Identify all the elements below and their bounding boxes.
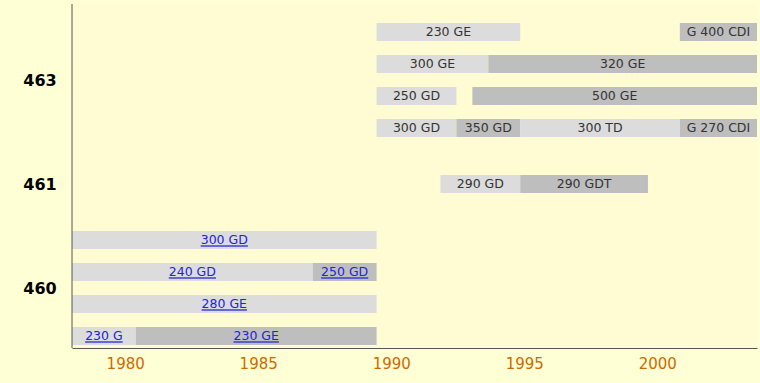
- plot-background: [72, 4, 757, 348]
- group-label: 461: [23, 175, 56, 194]
- bar-link[interactable]: 230 G: [85, 328, 123, 343]
- bar: [680, 119, 757, 137]
- bar: [488, 55, 757, 73]
- bars: [72, 23, 757, 345]
- bar-link[interactable]: 300 GD: [201, 232, 248, 247]
- bar-label: 290 GDT: [557, 176, 612, 191]
- tick: 1985: [240, 348, 278, 373]
- tick-label: 1995: [506, 355, 544, 373]
- bar-link[interactable]: 280 GE: [202, 296, 248, 311]
- bar-link[interactable]: 230 GE: [234, 328, 280, 343]
- bar: [136, 327, 377, 345]
- bar-label: 320 GE: [600, 56, 646, 71]
- chart: 463 230 GE G 400 CDI 300 GE 320 GE 250 GD 500 …: [0, 0, 760, 383]
- group-label: 463: [23, 71, 56, 90]
- bar-label: 230 GE: [426, 24, 472, 39]
- bar-label: 300 GD: [393, 120, 440, 135]
- bar: [456, 119, 520, 137]
- bar: [377, 23, 521, 41]
- bar-label: G 270 CDI: [687, 120, 751, 135]
- bar: [472, 87, 757, 105]
- bar-label: 300 TD: [578, 120, 623, 135]
- frame-left: [72, 4, 73, 348]
- labels: 463 230 GE G 400 CDI 300 GE 320 GE 250 GD 500 …: [23, 24, 750, 343]
- bar-label: 290 GD: [457, 176, 504, 191]
- tick: 1990: [373, 348, 411, 373]
- x-axis: 1980 1985 1990 1995 2000: [73, 348, 758, 373]
- bar-link[interactable]: 250 GD: [321, 264, 368, 279]
- bar-label: 300 GE: [410, 56, 456, 71]
- group-label: 460: [23, 279, 56, 298]
- bar: [72, 295, 377, 313]
- bar-label: 500 GE: [592, 88, 638, 103]
- bar-label: 350 GD: [465, 120, 512, 135]
- tick-label: 2000: [639, 355, 677, 373]
- bar: [72, 327, 136, 345]
- bar: [313, 263, 377, 281]
- tick: 1980: [107, 348, 145, 373]
- bar: [377, 87, 457, 105]
- bar: [680, 23, 757, 41]
- bar: [377, 55, 489, 73]
- tick-label: 1985: [240, 355, 278, 373]
- axis-line: [73, 348, 758, 349]
- bar: [72, 231, 377, 249]
- bar-label: G 400 CDI: [687, 24, 751, 39]
- bar: [440, 175, 520, 193]
- bar: [377, 119, 457, 137]
- tick-label: 1980: [107, 355, 145, 373]
- tick: 2000: [639, 348, 677, 373]
- tick-label: 1990: [373, 355, 411, 373]
- bar: [72, 263, 313, 281]
- tick: 1995: [506, 348, 544, 373]
- bar-link[interactable]: 240 GD: [169, 264, 216, 279]
- bar-label: 250 GD: [393, 88, 440, 103]
- bar: [520, 175, 648, 193]
- bar: [520, 119, 680, 137]
